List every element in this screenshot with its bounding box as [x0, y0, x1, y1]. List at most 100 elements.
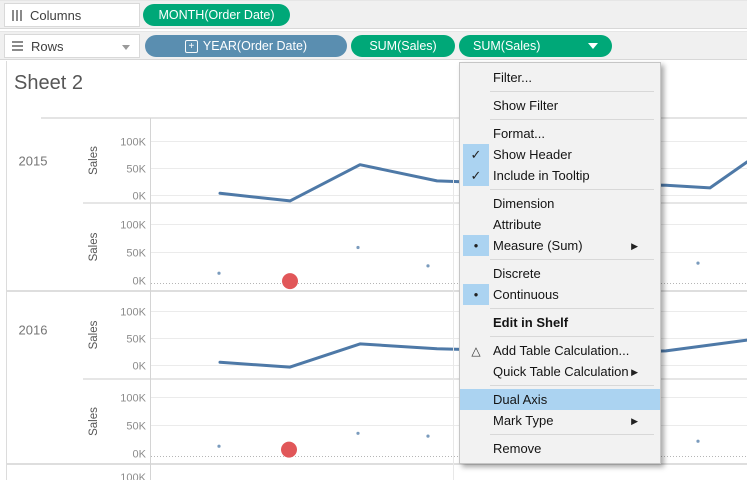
menu-item-discrete[interactable]: Discrete — [460, 263, 660, 284]
menu-separator — [490, 259, 654, 260]
y-axis-title: Sales — [88, 146, 100, 175]
y-axis-tick: 50K — [126, 333, 146, 345]
menu-item-label: Dual Axis — [493, 392, 548, 407]
submenu-arrow-icon: ▶ — [631, 241, 638, 251]
scatter-dot[interactable] — [426, 264, 430, 268]
y-axis-tick: 100K — [120, 306, 146, 318]
scatter-dot[interactable] — [426, 434, 430, 438]
menu-item-label: Continuous — [493, 287, 559, 302]
menu-separator — [490, 434, 654, 435]
menu-item-label: Format... — [493, 126, 546, 141]
pill-sum-sales-2-label: SUM(Sales) — [473, 39, 541, 53]
menu-item-show-header[interactable]: ✓ Show Header — [460, 144, 660, 165]
rows-shelf: Rows + YEAR(Order Date) SUM(Sales) SUM(S… — [0, 31, 747, 60]
menu-item-label: Dimension — [493, 196, 555, 211]
y-axis-title: Sales — [88, 232, 100, 261]
radio-bullet-icon: ● — [463, 284, 489, 305]
worksheet-left-border — [6, 61, 7, 480]
y-axis-tick: 0K — [133, 190, 147, 202]
menu-item-include-in-tooltip[interactable]: ✓ Include in Tooltip — [460, 165, 660, 186]
y-axis-title: Sales — [88, 320, 100, 349]
pill-sum-sales-1[interactable]: SUM(Sales) — [351, 35, 455, 57]
pill-year-order-date[interactable]: + YEAR(Order Date) — [145, 35, 347, 57]
menu-item-label: Filter... — [493, 70, 533, 85]
pill-sum-sales-1-label: SUM(Sales) — [369, 39, 437, 53]
menu-item-label: Mark Type — [493, 413, 554, 428]
y-axis-tick: 100K — [120, 219, 146, 231]
menu-item-label: Show Header — [493, 147, 572, 162]
scatter-dot[interactable] — [696, 261, 700, 265]
y-axis-tick: 100K — [120, 392, 146, 404]
y-axis-tick-partial: 100K — [120, 472, 146, 480]
menu-item-add-table-calculation[interactable]: △ Add Table Calculation... — [460, 340, 660, 361]
submenu-arrow-icon: ▶ — [631, 416, 638, 426]
columns-shelf-label-box: Columns — [4, 3, 140, 27]
rows-shelf-caret-icon[interactable] — [122, 45, 130, 50]
scatter-dot[interactable] — [696, 439, 700, 443]
menu-item-label: Measure (Sum) — [493, 238, 583, 253]
expand-plus-icon[interactable]: + — [184, 39, 198, 53]
pill-month-order-date[interactable]: MONTH(Order Date) — [143, 4, 290, 26]
menu-item-label: Attribute — [493, 217, 542, 232]
y-axis-tick: 50K — [126, 247, 146, 259]
field-context-menu: Filter... Show Filter Format... ✓ Show Heade… — [459, 62, 661, 464]
rows-shelf-label: Rows — [31, 38, 64, 54]
menu-item-label: Quick Table Calculation — [493, 364, 629, 379]
rows-shelf-label-box: Rows — [4, 34, 140, 58]
menu-item-label: Discrete — [493, 266, 541, 281]
menu-separator — [490, 308, 654, 309]
menu-item-measure-sum[interactable]: ● Measure (Sum) ▶ — [460, 235, 660, 256]
menu-item-label: Show Filter — [493, 98, 559, 113]
pill-dropdown-arrow-icon[interactable] — [588, 43, 598, 49]
menu-item-dimension[interactable]: Dimension — [460, 193, 660, 214]
scatter-dot[interactable] — [217, 271, 221, 275]
y-axis-tick: 0K — [133, 360, 147, 372]
submenu-arrow-icon: ▶ — [631, 367, 638, 377]
pill-sum-sales-2[interactable]: SUM(Sales) — [459, 35, 612, 57]
menu-item-dual-axis[interactable]: Dual Axis — [460, 389, 660, 410]
y-axis-tick: 100K — [120, 136, 146, 148]
highlighted-mark-dot[interactable] — [281, 441, 297, 458]
menu-item-mark-type[interactable]: Mark Type ▶ — [460, 410, 660, 431]
highlighted-mark-dot[interactable] — [282, 273, 298, 290]
row-header-year: 2015 — [19, 154, 48, 169]
y-axis-title: Sales — [88, 407, 100, 436]
menu-item-quick-table-calculation[interactable]: Quick Table Calculation ▶ — [460, 361, 660, 382]
sheet-title: Sheet 2 — [14, 72, 83, 94]
pill-year-order-date-label: YEAR(Order Date) — [202, 39, 308, 53]
radio-bullet-icon: ● — [463, 235, 489, 256]
y-axis-tick: 50K — [126, 420, 146, 432]
menu-item-show-filter[interactable]: Show Filter — [460, 95, 660, 116]
y-axis-tick: 50K — [126, 163, 146, 175]
row-header-year: 2016 — [19, 323, 48, 338]
menu-item-filter[interactable]: Filter... — [460, 67, 660, 88]
menu-separator — [490, 189, 654, 190]
table-calc-delta-icon: △ — [471, 343, 481, 358]
scatter-dot[interactable] — [356, 431, 360, 435]
rows-icon — [12, 41, 23, 51]
menu-item-label: Add Table Calculation... — [493, 343, 630, 358]
menu-item-edit-in-shelf[interactable]: Edit in Shelf — [460, 312, 660, 333]
menu-separator — [490, 91, 654, 92]
pill-month-order-date-label: MONTH(Order Date) — [158, 8, 275, 22]
menu-separator — [490, 119, 654, 120]
scatter-dot[interactable] — [356, 245, 360, 250]
checkmark-icon: ✓ — [463, 144, 489, 165]
columns-icon — [12, 9, 22, 21]
menu-item-label: Edit in Shelf — [493, 315, 569, 330]
menu-separator — [490, 336, 654, 337]
scatter-dot[interactable] — [217, 444, 221, 448]
y-axis-tick: 0K — [133, 448, 147, 460]
menu-separator — [490, 385, 654, 386]
menu-item-remove[interactable]: Remove — [460, 438, 660, 459]
menu-item-format[interactable]: Format... — [460, 123, 660, 144]
menu-item-label: Include in Tooltip — [493, 168, 590, 183]
y-axis-tick: 0K — [133, 275, 147, 287]
menu-item-attribute[interactable]: Attribute — [460, 214, 660, 235]
checkmark-icon: ✓ — [463, 165, 489, 186]
columns-shelf-label: Columns — [30, 7, 82, 23]
columns-shelf: Columns MONTH(Order Date) — [0, 0, 747, 29]
menu-item-continuous[interactable]: ● Continuous — [460, 284, 660, 305]
menu-item-label: Remove — [493, 441, 542, 456]
